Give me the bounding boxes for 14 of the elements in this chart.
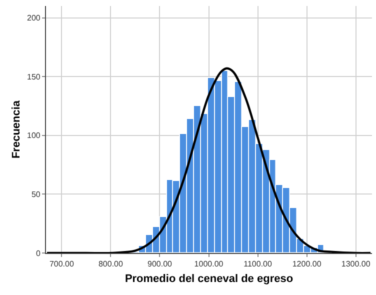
y-tick-label: 200 [27,14,41,23]
y-tick-label: 100 [27,131,41,140]
y-axis-title: Frecuencia [10,100,23,159]
x-axis-title: Promedio del ceneval de egreso [124,272,294,285]
x-tick-label: 1200.00 [292,260,322,269]
y-tick-label: 50 [31,190,41,199]
x-tick-label: 700.00 [49,260,74,269]
x-tick-label: 1100.00 [244,260,272,269]
y-tick-label: 0 [36,248,41,258]
x-tick-label: 1300.00 [341,260,371,269]
x-tick-label: 900.00 [147,260,173,269]
x-tick-label: 1000.00 [194,260,224,269]
x-tick-label: 800.00 [98,260,124,269]
y-tick-label: 150 [27,72,41,82]
